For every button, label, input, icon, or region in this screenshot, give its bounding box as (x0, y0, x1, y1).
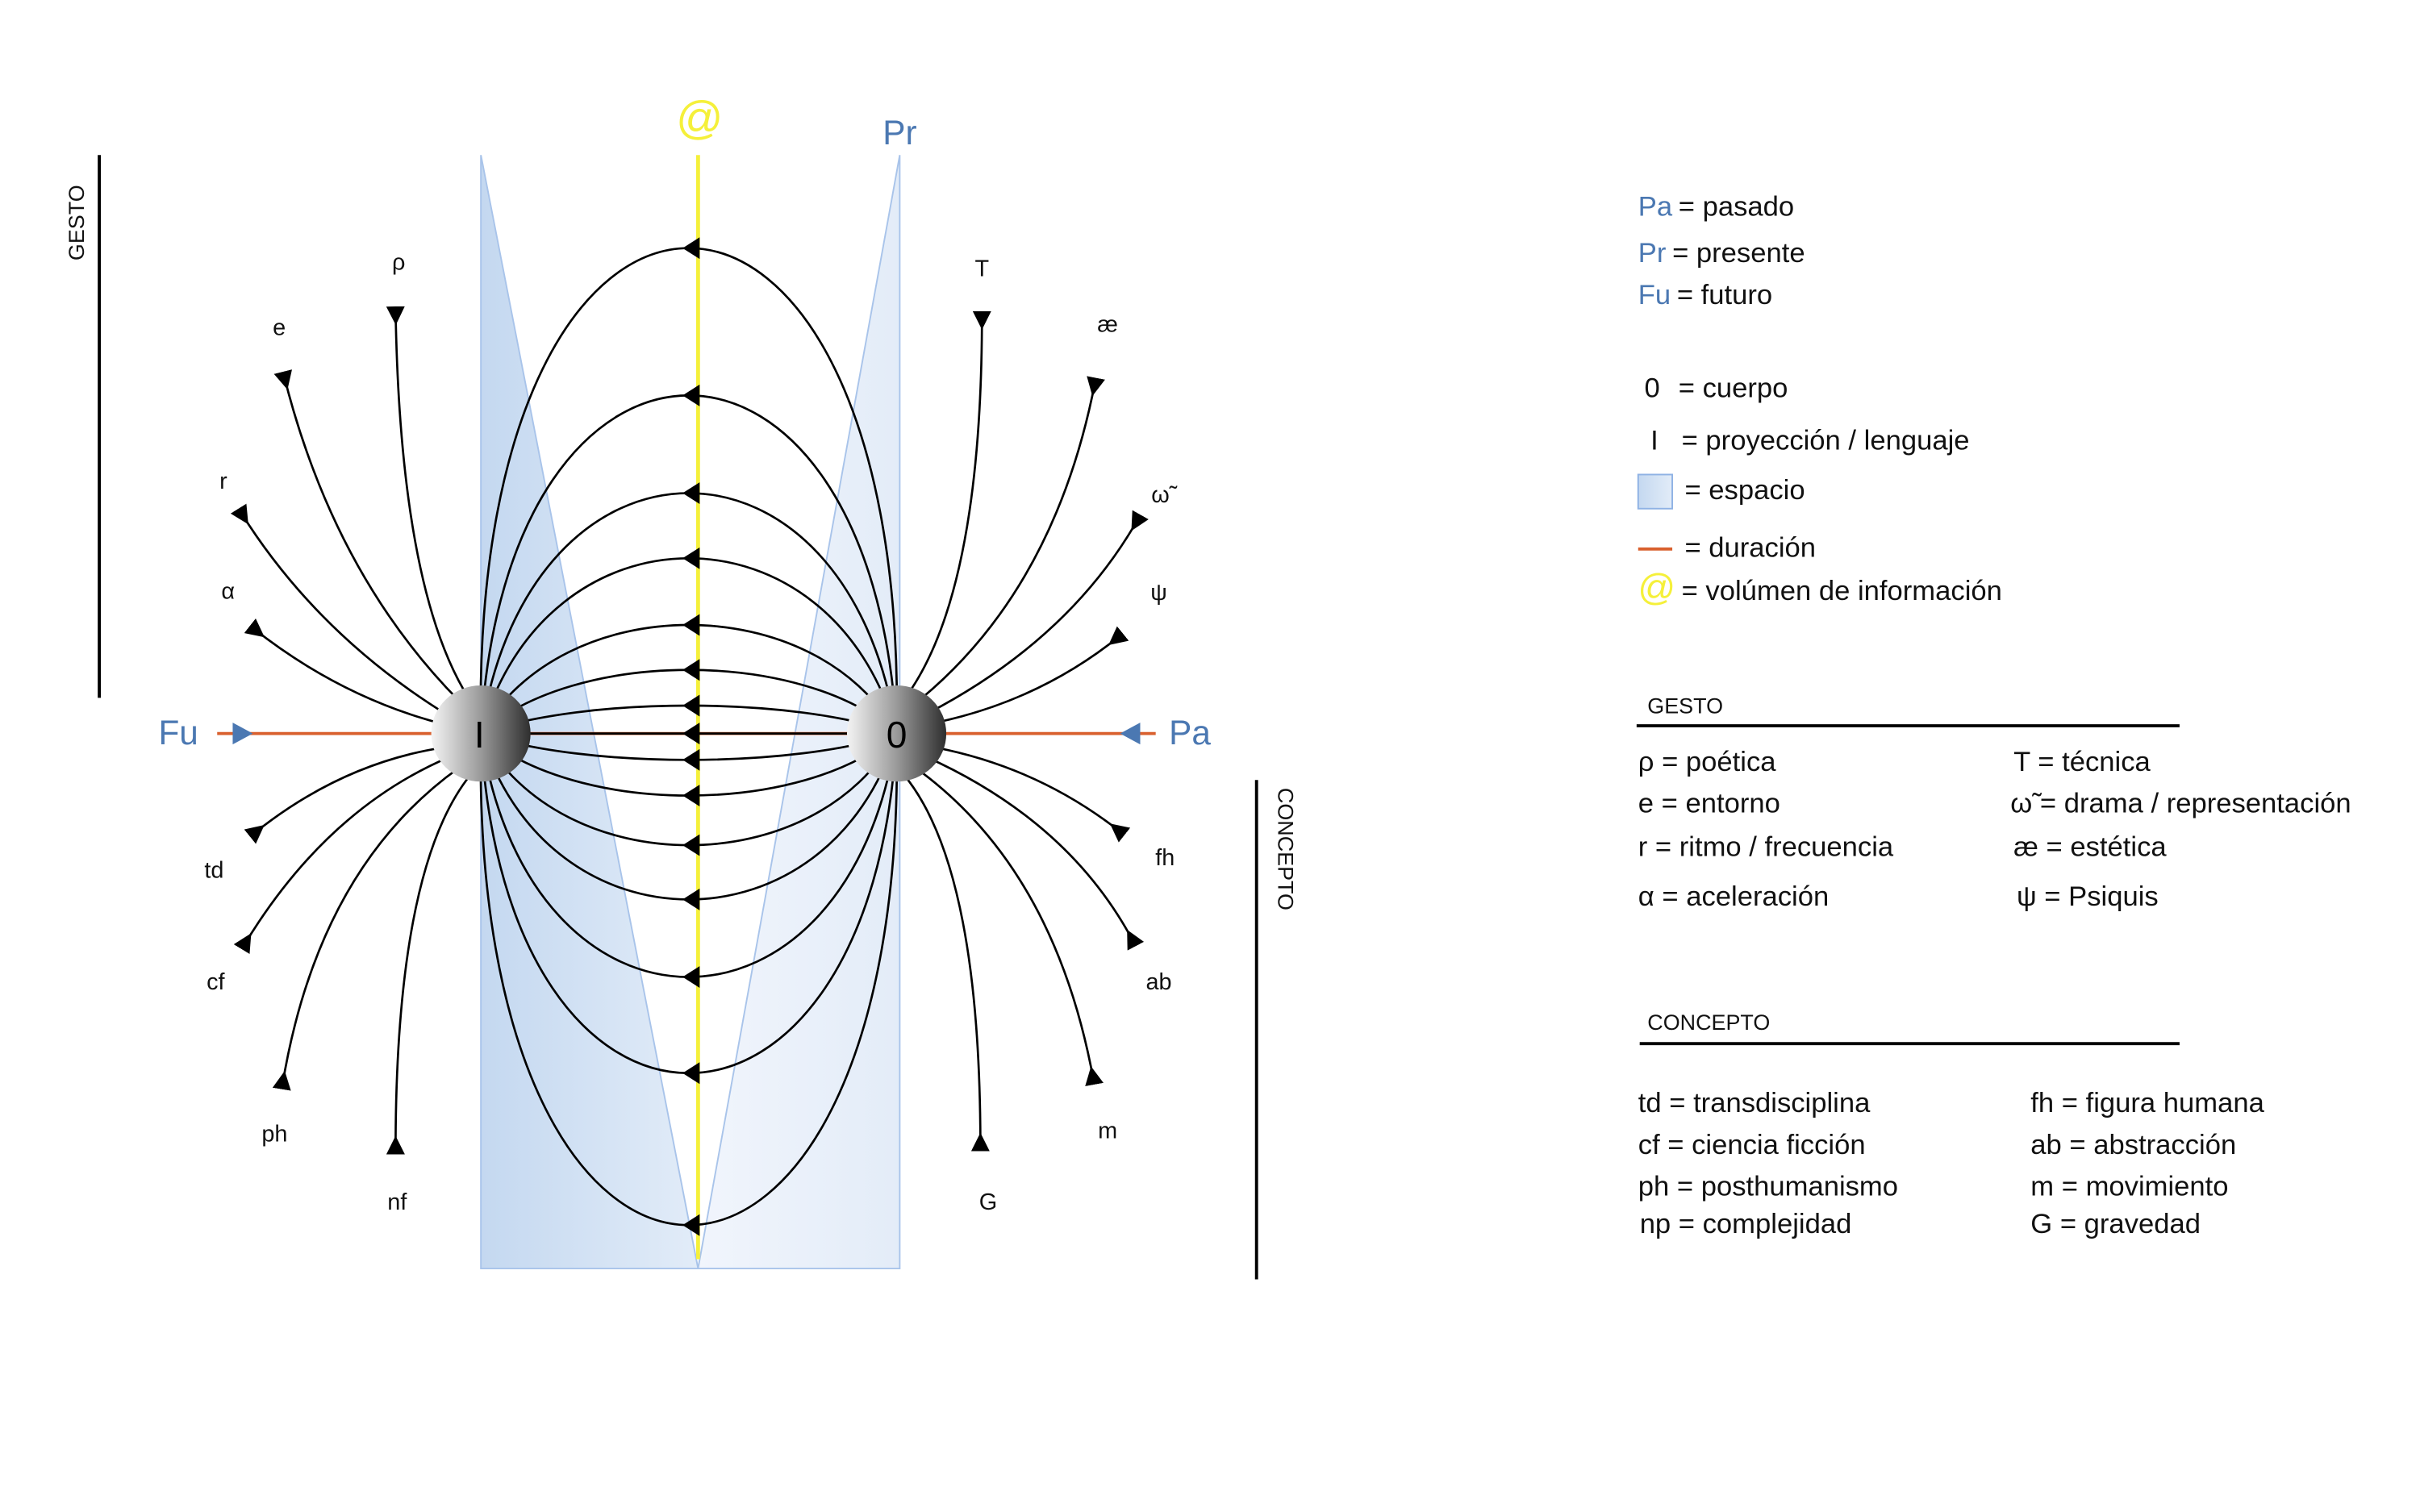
symbol-omega: ω̃ (1151, 482, 1178, 508)
concepto-title: CONCEPTO (1647, 1010, 1770, 1035)
future-arrow-icon (232, 723, 253, 745)
past-arrow-icon (1120, 723, 1141, 745)
symbol-nf: nf (387, 1189, 407, 1215)
line-ph (272, 766, 461, 1091)
legend-item: G = gravedad (2030, 1209, 2201, 1239)
legend-item: I (1650, 426, 1659, 456)
legend-item: T = técnica (2013, 747, 2151, 777)
present-label: Pr (882, 114, 916, 152)
legend-item: ρ = poética (1638, 747, 1776, 777)
symbol-cf: cf (207, 969, 225, 995)
language-node-label: I (474, 714, 485, 756)
line-ab (925, 756, 1145, 951)
line-ae (917, 376, 1105, 702)
outer-field-lines (230, 306, 1149, 1155)
symbol-alpha: α (221, 578, 235, 604)
past-label: Pa (1169, 714, 1211, 752)
information-icon: @ (1638, 566, 1675, 608)
legend-gesto: GESTO ρ = poética e = entorno r = ritmo … (1636, 694, 2351, 912)
legend-item: α = aceleración (1638, 881, 1829, 912)
legend-item: = proyección / lenguaje (1682, 426, 1970, 456)
arrow-left-icon (682, 237, 700, 260)
symbol-ab: ab (1145, 969, 1171, 995)
legend-item: Pr = presente (1638, 238, 1805, 269)
symbol-T: T (975, 256, 990, 281)
arrow-left-icon (682, 888, 700, 910)
symbol-fh: fh (1155, 845, 1175, 871)
legend-item: Fu = futuro (1638, 280, 1772, 310)
legend-elements: 0 = cuerpo I = proyección / lenguaje = e… (1637, 373, 2002, 608)
symbol-td: td (204, 857, 223, 883)
legend-item: r = ritmo / frecuencia (1638, 832, 1894, 863)
line-r (230, 503, 451, 718)
symbol-G: G (979, 1189, 997, 1215)
legend-item: = duración (1684, 532, 1816, 563)
line-e (273, 369, 461, 702)
line-cf (233, 756, 451, 954)
arrow-left-icon (682, 694, 700, 717)
information-symbol: @ (676, 92, 724, 144)
concepto-axis-label: CONCEPTO (1274, 788, 1298, 910)
future-label: Fu (158, 714, 198, 752)
legend-time: Pa = pasado Pr = presente Fu = futuro (1638, 191, 1805, 310)
legend-concepto: CONCEPTO td = transdisciplina cf = cienc… (1638, 1010, 2265, 1239)
legend-item: e = entorno (1638, 789, 1780, 819)
body-node-label: 0 (887, 714, 908, 756)
space-swatch-icon (1637, 473, 1674, 510)
symbol-ph: ph (261, 1121, 287, 1147)
legend-item: np = complejidad (1640, 1209, 1852, 1239)
arrow-left-icon (682, 748, 700, 771)
arrow-left-icon (682, 1214, 700, 1236)
arrow-left-icon (682, 966, 700, 988)
legend-item: = espacio (1684, 475, 1805, 506)
line-T (906, 310, 991, 696)
arrow-left-icon (682, 1062, 700, 1085)
symbol-psi: ψ (1150, 580, 1167, 606)
gesto-axis-label: GESTO (65, 185, 89, 260)
line-psi (935, 626, 1129, 724)
line-alpha (244, 618, 444, 726)
legend-item: Pa = pasado (1638, 191, 1794, 222)
line-fh (935, 746, 1131, 843)
symbol-r: r (219, 469, 227, 494)
legend-item: m = movimiento (2030, 1172, 2228, 1202)
language-node (431, 685, 531, 782)
symbol-e: e (273, 314, 286, 340)
line-td (244, 746, 444, 844)
arrow-left-icon (682, 723, 700, 745)
arrow-left-icon (682, 482, 700, 504)
arrow-left-icon (682, 785, 700, 806)
line-m (914, 766, 1104, 1086)
legend-item: td = transdisciplina (1638, 1088, 1871, 1118)
arrow-left-icon (682, 614, 700, 636)
legend-item: ψ = Psiquis (2017, 881, 2159, 912)
arrow-left-icon (682, 547, 700, 569)
legend-item: = cuerpo (1679, 373, 1788, 403)
symbol-ae: æ (1097, 312, 1118, 338)
line-rho (386, 306, 469, 699)
field-arcs (479, 237, 899, 1236)
legend-item: fh = figura humana (2030, 1088, 2264, 1118)
arrow-left-icon (682, 384, 700, 406)
symbol-m: m (1098, 1118, 1117, 1144)
line-nf (386, 774, 471, 1155)
legend-item: = volúmen de información (1682, 576, 2002, 606)
arrow-left-icon (682, 659, 700, 681)
legend-item: ph = posthumanismo (1638, 1172, 1898, 1202)
legend-item: ab = abstracción (2030, 1130, 2236, 1160)
arrow-left-icon (682, 834, 700, 856)
gesto-title: GESTO (1647, 694, 1723, 719)
legend-item: æ = estética (2013, 832, 2167, 863)
line-G (903, 774, 990, 1152)
body-node (847, 685, 947, 782)
legend-item: 0 (1644, 373, 1659, 403)
line-omega (927, 510, 1149, 714)
symbol-rho: ρ (392, 250, 405, 276)
legend-item: cf = ciencia ficción (1638, 1130, 1866, 1160)
legend-item: ω̃ = drama / representación (2010, 789, 2351, 819)
